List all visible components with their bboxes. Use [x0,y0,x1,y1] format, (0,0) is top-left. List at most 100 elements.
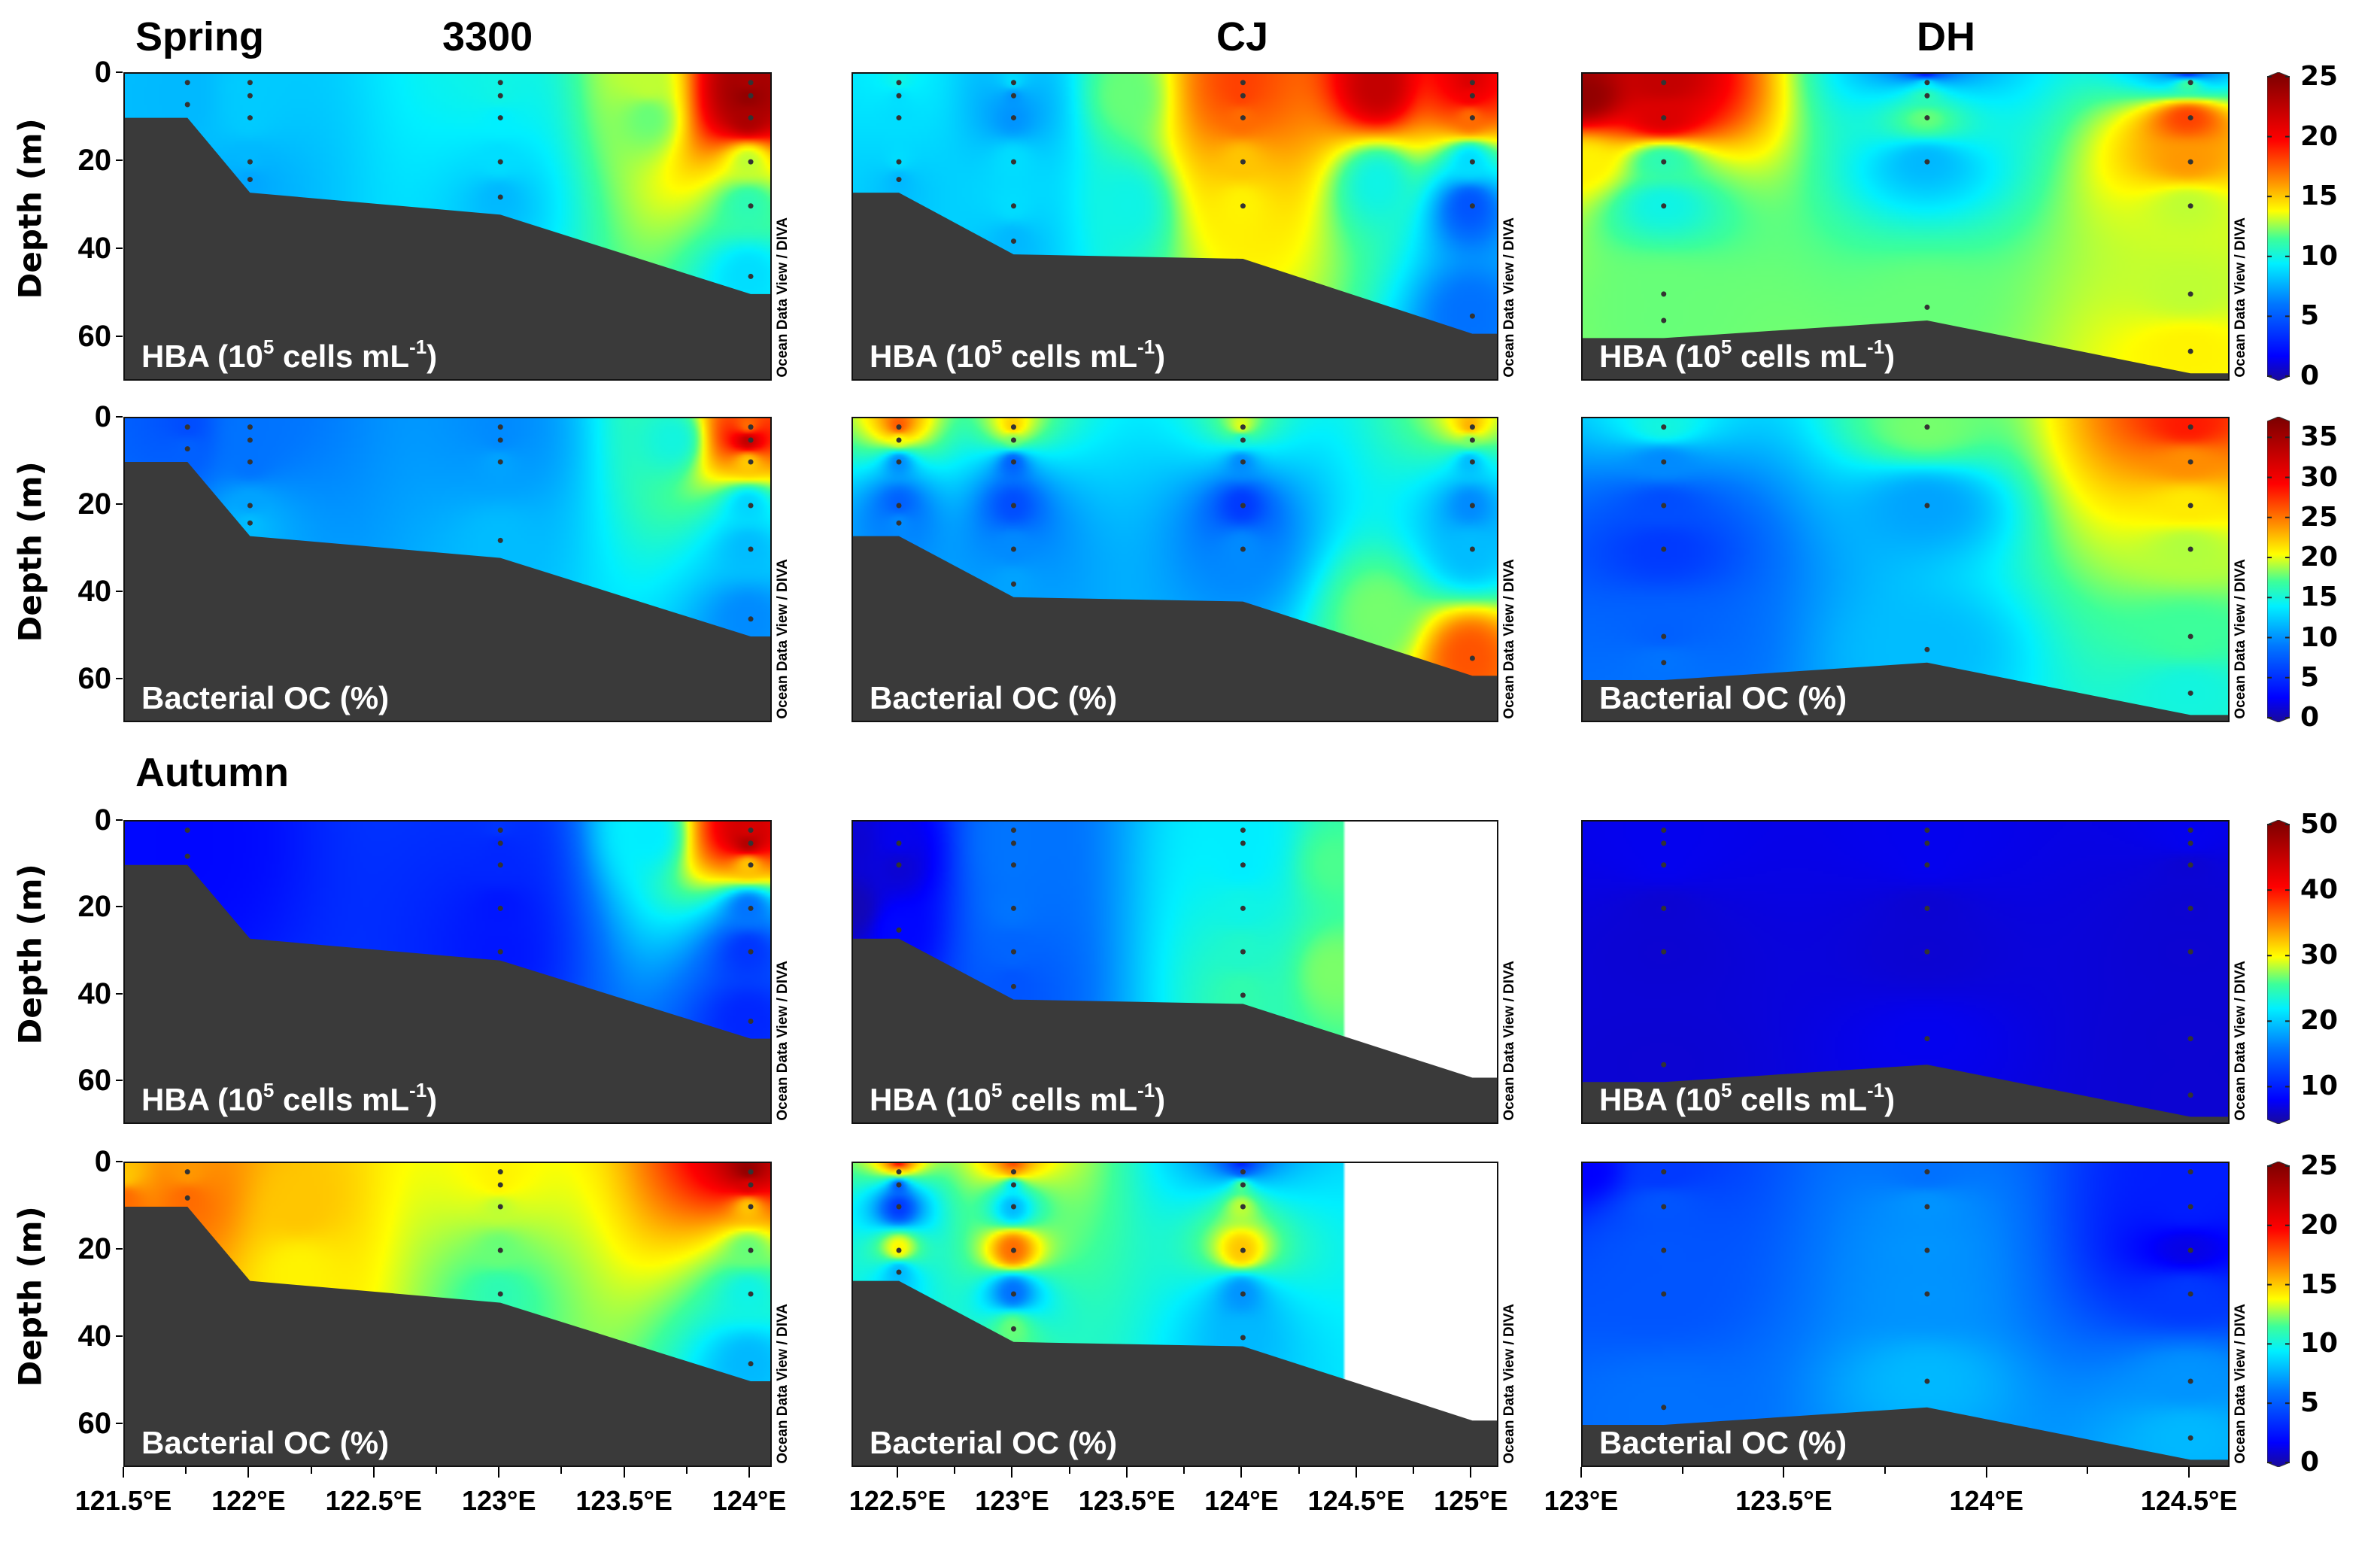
variable-label: HBA (105 cells mL-1) [141,336,438,375]
sample-point [1469,93,1475,99]
sample-point [1010,949,1016,955]
variable-label-part: cells mL [274,339,410,374]
odv-watermark: Ocean Data View / DIVA [775,217,791,378]
sample-point [497,93,503,99]
variable-label-part: -1 [1867,1079,1885,1101]
sample-point [1661,1247,1667,1253]
x-minor-tick [954,1467,956,1474]
seafloor-bathymetry [125,462,770,721]
variable-label-part: ) [427,339,438,374]
section-panel-autumn-3300-hba: HBA (105 cells mL-1) [123,820,772,1124]
colorbar-tick-label: 5 [2300,661,2320,693]
section-overlay [1583,1169,2228,1466]
sample-point [1924,949,1930,955]
variable-label-part: 5 [263,1079,275,1101]
x-minor-tick [1298,1467,1300,1474]
sample-point [1469,546,1475,552]
sample-point [1240,992,1246,998]
variable-label-part: HBA (10 [870,1082,991,1117]
sample-point [748,1291,754,1297]
y-tick [116,71,123,73]
variable-label-part: ) [427,1082,438,1117]
colorbar-tick-label: 20 [2300,542,2339,573]
sample-point [497,828,503,834]
x-minor-tick [1068,1467,1070,1474]
sample-point [1010,581,1016,587]
odv-watermark: Ocean Data View / DIVA [1501,961,1517,1121]
section-overlay [125,424,770,721]
sample-point [1661,115,1667,121]
variable-label: Bacterial OC (%) [1599,680,1847,716]
colorbar-tick-label: 20 [2300,1209,2339,1241]
sample-point [247,80,253,86]
sample-point [1469,159,1475,165]
sample-point [1240,905,1246,911]
sample-point [1661,1204,1667,1210]
sample-point [1924,646,1930,652]
variable-label-part: cells mL [1002,1082,1138,1117]
sample-point [896,1182,902,1188]
sample-point [1661,291,1667,297]
sample-point [1661,80,1667,86]
sample-point [1010,459,1016,465]
y-tick-label: 0 [94,1145,111,1178]
sample-point [1661,633,1667,639]
sample-point [2187,1092,2193,1098]
sample-point [1469,437,1475,443]
sample-point [748,93,754,99]
x-minor-tick [685,1467,688,1474]
sample-point [1661,1405,1667,1411]
sample-point [1924,424,1930,430]
seafloor-bathymetry [125,864,770,1122]
x-major-tick [2188,1467,2190,1478]
sample-point [896,459,902,465]
section-panel-autumn-cj-boc: Bacterial OC (%) [852,1162,1498,1467]
x-major-tick [1355,1467,1357,1478]
sample-point [497,1204,503,1210]
sample-point [1010,840,1016,846]
colorbar-tick-label: 0 [2300,702,2320,733]
sample-point [896,1247,902,1253]
variable-label-part: 5 [263,336,275,358]
sample-point [2187,1169,2193,1175]
section-overlay [853,828,1497,1122]
variable-label-part: -1 [1137,1079,1155,1101]
sample-point [1240,1291,1246,1297]
colorbar-tick-label: 10 [2300,240,2339,272]
sample-point [748,424,754,430]
sample-point [1240,1169,1246,1175]
y-tick-label: 20 [77,487,112,521]
y-tick-label: 0 [94,400,111,433]
sample-point [1010,159,1016,165]
sample-point [748,459,754,465]
sample-point [497,1291,503,1297]
sample-point [2187,1378,2193,1384]
sample-point [1661,905,1667,911]
sample-point [2187,862,2193,868]
x-major-tick [1985,1467,1987,1478]
sample-point [748,949,754,955]
y-tick [116,906,123,908]
sample-point [2187,424,2193,430]
sample-point [247,159,253,165]
sample-point [1010,546,1016,552]
variable-label: Bacterial OC (%) [141,680,389,716]
y-tick [116,1423,123,1424]
sample-point [497,537,503,543]
x-major-tick [1580,1467,1582,1478]
sample-point [748,840,754,846]
sample-point [184,102,190,108]
x-major-tick [896,1467,898,1478]
sample-point [497,840,503,846]
x-tick-label: 123.5°E [1735,1485,1832,1516]
y-tick-label: 40 [77,1320,112,1353]
sample-point [748,546,754,552]
sample-point [896,862,902,868]
variable-label-part: cells mL [1002,339,1138,374]
sample-point [184,446,190,452]
sample-point [184,80,190,86]
x-major-tick [748,1467,751,1478]
sample-point [247,520,253,526]
sample-point [497,437,503,443]
sample-point [247,93,253,99]
